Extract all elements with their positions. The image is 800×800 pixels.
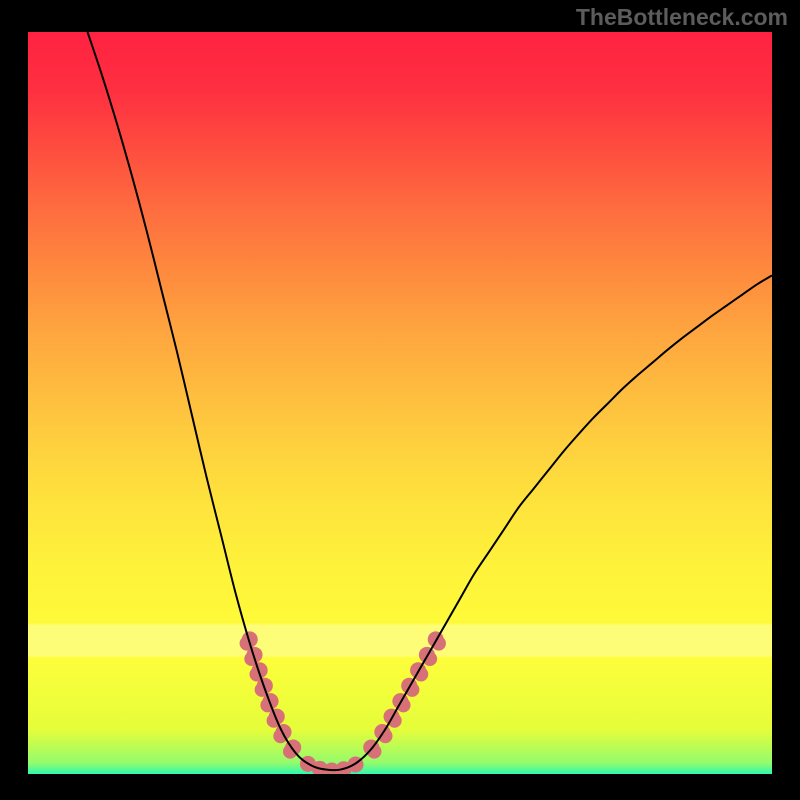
watermark-text: TheBottleneck.com [576,4,788,31]
chart-container: { "watermark": { "text": "TheBottleneck.… [0,0,800,800]
plot-area [28,32,772,774]
chart-svg [28,32,772,774]
gradient-background [28,32,772,774]
